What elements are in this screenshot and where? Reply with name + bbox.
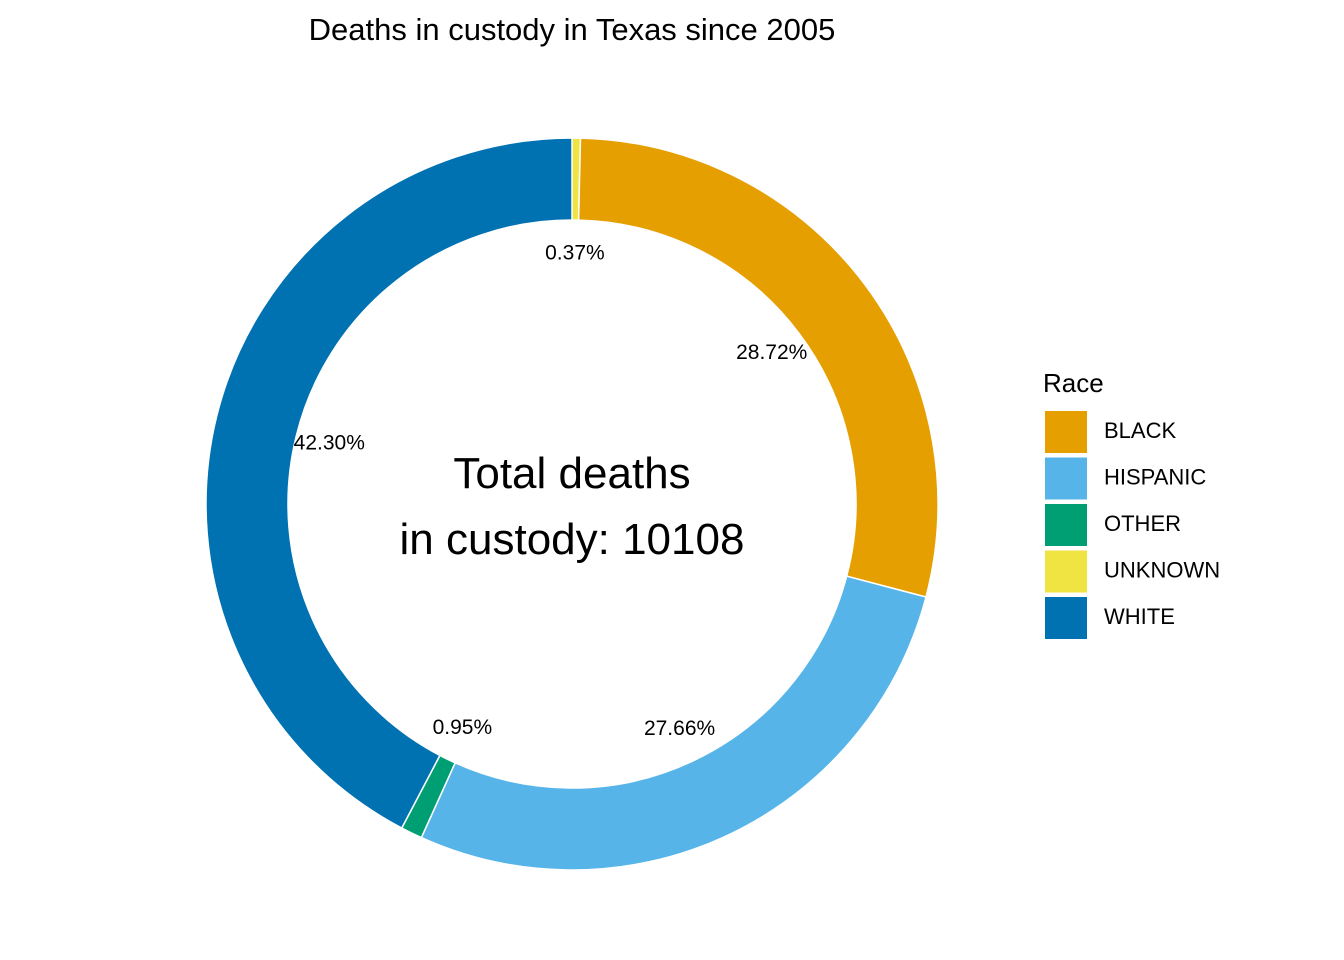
legend-key-black (1045, 411, 1087, 453)
legend-title: Race (1043, 368, 1104, 398)
legend-label-unknown: UNKNOWN (1104, 557, 1220, 582)
slice-white (205, 137, 573, 830)
legend-label-hispanic: HISPANIC (1104, 464, 1206, 489)
legend-key-unknown (1045, 550, 1087, 593)
percent-label-hispanic: 27.66% (644, 717, 715, 740)
percent-label-black: 28.72% (736, 341, 807, 364)
legend: Race BLACK HISPANIC OTHER UNKNOWN WHITE (1043, 368, 1220, 639)
legend-key-other (1045, 504, 1087, 546)
center-text-line-2: in custody: 10108 (400, 515, 745, 564)
legend-key-white (1045, 597, 1087, 639)
slice-black (577, 137, 939, 598)
percent-label-other: 0.95% (433, 716, 493, 739)
percent-label-unknown: 0.37% (545, 242, 605, 265)
legend-label-other: OTHER (1104, 511, 1181, 536)
percent-labels-group: 0.37% 28.72% 27.66% 0.95% 42.30% (294, 242, 808, 741)
legend-key-hispanic (1045, 457, 1087, 500)
percent-label-white: 42.30% (294, 432, 365, 455)
slices-group (205, 137, 939, 871)
chart-title: Deaths in custody in Texas since 2005 (309, 12, 836, 47)
legend-label-white: WHITE (1104, 604, 1175, 629)
legend-label-black: BLACK (1104, 418, 1176, 443)
center-text-line-1: Total deaths (453, 449, 690, 498)
